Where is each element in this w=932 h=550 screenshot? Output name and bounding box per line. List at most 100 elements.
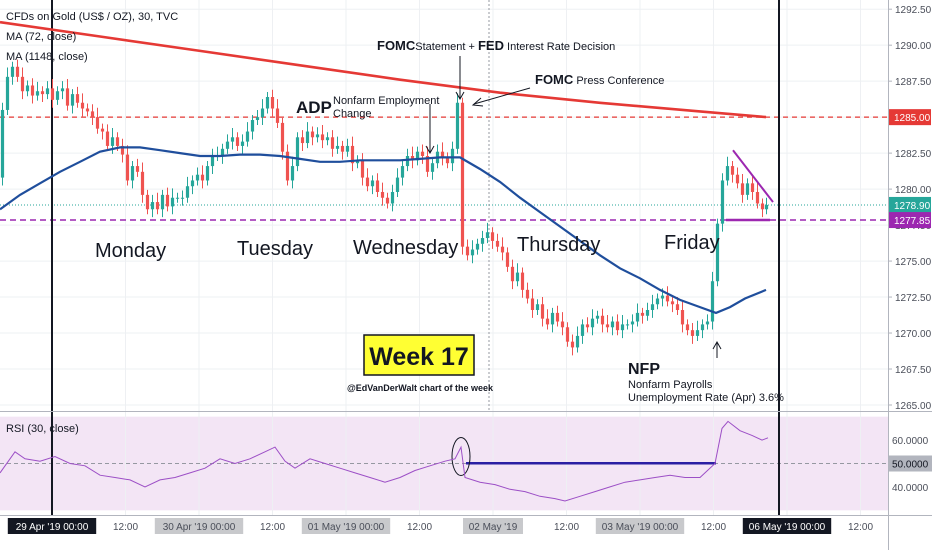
nfp-label: NFP [628, 361, 660, 378]
candle-body [330, 137, 335, 149]
candle-body [75, 94, 80, 103]
time-tick-label: 12:00 [701, 522, 726, 533]
candle-body [645, 310, 650, 316]
candle-body [120, 145, 125, 155]
candle-body [500, 246, 505, 253]
candle-body [115, 137, 120, 146]
candle-body [465, 246, 470, 256]
fed-bold: FED [478, 38, 504, 53]
week-badge [363, 334, 475, 376]
price-tick-label: 1267.50 [895, 365, 932, 376]
candle-body [410, 156, 415, 161]
candle-body [130, 166, 135, 181]
symbol-title: CFDs on Gold (US$ / OZ), 30, TVC [6, 11, 178, 23]
time-tick-label: 12:00 [407, 522, 432, 533]
candle-body [620, 324, 625, 331]
candle-body [625, 324, 630, 326]
candle-body [205, 166, 210, 181]
price-tick-label: 1287.50 [895, 77, 932, 88]
time-axis[interactable]: 29 Apr '19 00:00 12:00 30 Apr '19 00:00 12:… [7, 518, 874, 534]
price-tick-label: 1265.00 [895, 401, 932, 412]
candle-body [230, 137, 235, 142]
adp-label: ADP [296, 98, 332, 117]
candle-body [85, 108, 90, 112]
rsi-axis[interactable]: 60.0000 50.0000 40.0000 [889, 436, 932, 494]
candle-body [335, 145, 340, 149]
candle-body [560, 321, 565, 328]
fomc-press-arrow-head [471, 97, 484, 107]
week-badge-text: Week 17 [369, 343, 469, 371]
candle-body [290, 166, 295, 181]
candle-body [190, 180, 195, 187]
candle-body [750, 183, 755, 192]
candle-body [305, 131, 310, 144]
candle-body [350, 145, 355, 164]
candle-body [275, 108, 280, 123]
price-tick-label: 1272.50 [895, 293, 932, 304]
price-axis[interactable]: 1292.50 1290.00 1287.50 1285.00 1282.50 1280.… [888, 5, 932, 412]
adp-arrow-head [425, 145, 435, 155]
ma-slow-legend: MA (1148, close) [6, 51, 88, 63]
time-label-box [463, 518, 523, 534]
fomc-press-arrow [473, 87, 531, 105]
time-label-box [7, 518, 97, 534]
time-tick-label: 30 Apr '19 00:00 [163, 522, 236, 533]
candle-body [105, 131, 110, 146]
adp-description-1: Nonfarm Employment [333, 95, 439, 107]
candle-body [250, 120, 255, 132]
price-label-value: 1277.85 [894, 216, 931, 227]
rsi-tick-label: 50.0000 [892, 460, 929, 471]
price-tick-label: 1282.50 [895, 149, 932, 160]
candle-body [570, 341, 575, 348]
price-tick-label: 1270.00 [895, 329, 932, 340]
candle-body [764, 204, 769, 210]
candle-body [705, 321, 710, 325]
candle-body [660, 295, 665, 299]
candle-body [165, 194, 170, 207]
candle-body [475, 243, 480, 250]
candle-body [745, 183, 750, 195]
candle-body [260, 108, 265, 118]
credit-text: @EdVanDerWalt chart of the week [347, 383, 494, 393]
candle-body [460, 102, 465, 247]
candle-body [360, 160, 365, 178]
candle-body [255, 117, 260, 121]
candle-body [225, 141, 230, 149]
rsi-spike-circle [451, 436, 471, 476]
candle-body [710, 281, 715, 322]
candle-body [5, 76, 10, 110]
candle-body [695, 330, 700, 336]
candle-body [535, 304, 540, 311]
time-tick-label: 29 Apr '19 00:00 [16, 522, 89, 533]
time-tick-label: 01 May '19 00:00 [308, 522, 385, 533]
time-tick-label: 02 May '19 [469, 522, 518, 533]
candle-body [755, 191, 760, 204]
candle-body [70, 94, 75, 106]
candle-body [440, 151, 445, 158]
candle-body [720, 180, 725, 224]
rsi-current-box [889, 455, 932, 472]
candle-body [520, 272, 525, 290]
candle-body [265, 96, 270, 109]
price-label-value: 1285.00 [894, 113, 931, 124]
price-tick-label: 1290.00 [895, 41, 932, 52]
candle-body [270, 96, 275, 109]
candle-body [170, 197, 175, 207]
time-label-box [595, 518, 685, 534]
candle-body [40, 91, 45, 95]
rsi-line [0, 420, 769, 502]
price-label-value: 1278.90 [894, 201, 931, 212]
grid-lines [0, 0, 888, 515]
candle-body [405, 156, 410, 167]
candle-body [300, 137, 305, 144]
candle-body [295, 137, 300, 167]
candle-body [575, 335, 580, 348]
candle-body [725, 166, 730, 181]
day-label-monday: Monday [95, 240, 166, 262]
time-tick-label: 12:00 [554, 522, 579, 533]
ma-72-line [0, 146, 767, 315]
candle-body [90, 111, 95, 118]
day-label-thursday: Thursday [517, 234, 600, 256]
candle-body [240, 141, 245, 146]
